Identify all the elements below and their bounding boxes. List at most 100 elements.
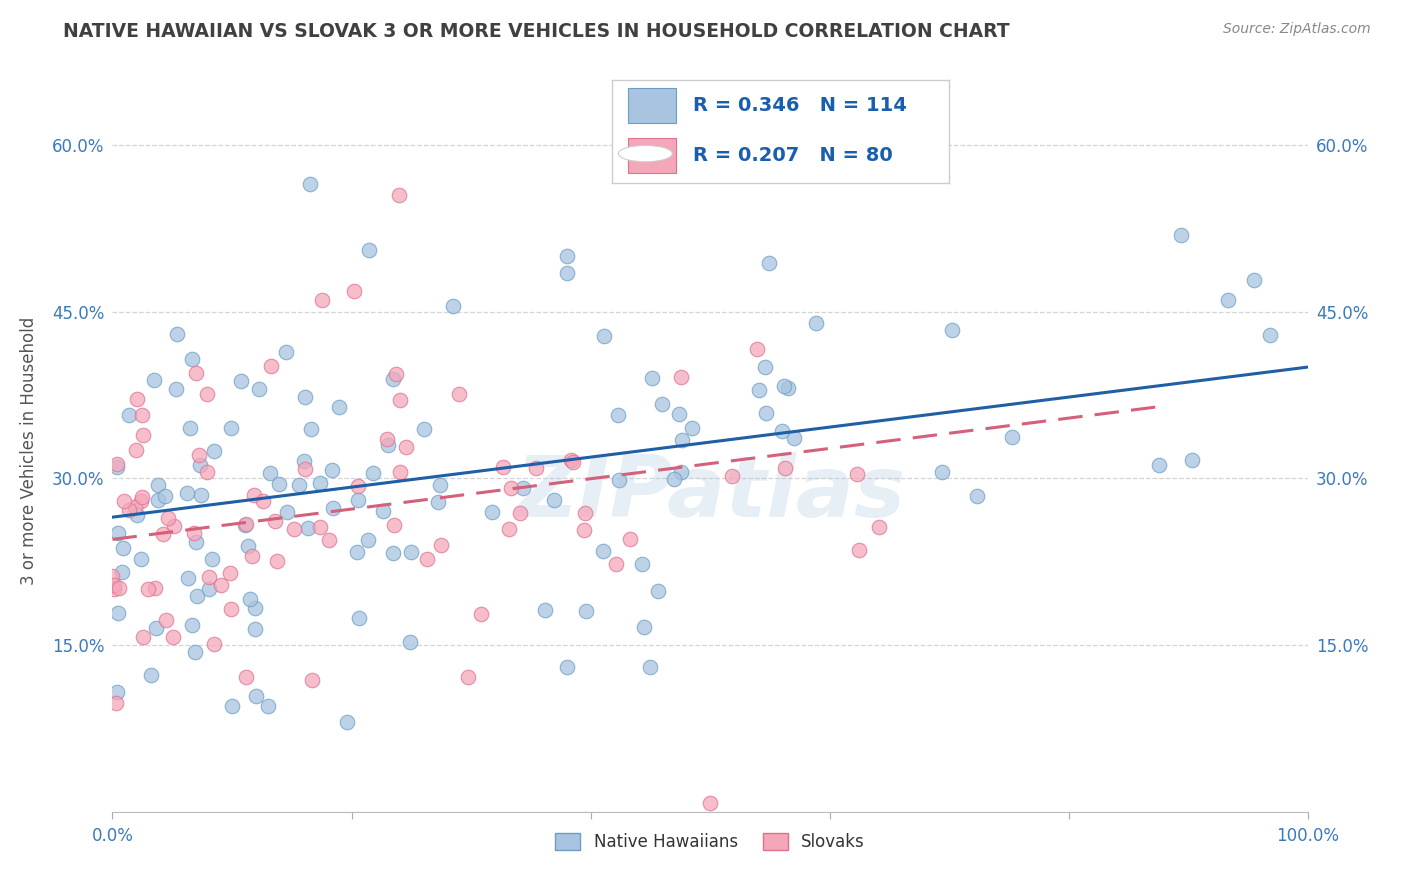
Point: [155, 614, 177, 628]
Point: [257, 699, 280, 714]
Point: [748, 383, 770, 397]
Point: [543, 493, 565, 508]
Point: [501, 481, 523, 495]
Point: [429, 539, 451, 553]
Point: [778, 381, 800, 395]
Point: [592, 543, 614, 558]
Point: [177, 571, 200, 585]
Point: [131, 428, 153, 442]
Point: [699, 796, 721, 810]
Point: [491, 459, 513, 474]
Circle shape: [619, 145, 672, 161]
Point: [179, 421, 201, 435]
Point: [125, 392, 148, 406]
Point: [509, 507, 531, 521]
Point: [218, 566, 240, 581]
Point: [773, 379, 796, 393]
Point: [1216, 293, 1239, 307]
Point: [560, 453, 582, 467]
Point: [308, 520, 330, 534]
Point: [274, 345, 297, 359]
Point: [198, 569, 221, 583]
Point: [118, 503, 141, 517]
Point: [132, 630, 155, 644]
Point: [806, 316, 828, 330]
Point: [186, 366, 208, 380]
Point: [145, 620, 167, 634]
Point: [111, 565, 134, 579]
Text: R = 0.207   N = 80: R = 0.207 N = 80: [693, 145, 893, 165]
Point: [336, 715, 359, 730]
Point: [498, 522, 520, 536]
Bar: [628, 88, 676, 123]
Point: [662, 472, 685, 486]
Point: [264, 514, 287, 528]
Point: [413, 422, 436, 436]
Point: [238, 539, 260, 553]
Point: [190, 488, 212, 502]
Point: [152, 527, 174, 541]
Point: [429, 478, 451, 492]
Point: [321, 500, 343, 515]
Point: [188, 448, 211, 462]
Point: [382, 518, 405, 533]
Point: [848, 542, 870, 557]
Point: [156, 511, 179, 525]
Point: [606, 408, 628, 422]
Point: [143, 373, 166, 387]
Point: [176, 486, 198, 500]
Point: [470, 607, 492, 621]
Point: [395, 440, 418, 454]
Point: [401, 544, 423, 558]
Point: [845, 467, 868, 482]
Point: [131, 490, 153, 504]
Point: [347, 492, 370, 507]
Point: [301, 673, 323, 687]
Text: ZIPatlas: ZIPatlas: [515, 452, 905, 535]
Point: [180, 618, 202, 632]
Text: Source: ZipAtlas.com: Source: ZipAtlas.com: [1223, 22, 1371, 37]
Point: [941, 323, 963, 337]
Point: [131, 493, 153, 508]
Point: [343, 285, 366, 299]
Point: [103, 577, 125, 591]
Point: [201, 552, 224, 566]
Point: [239, 592, 262, 607]
Point: [357, 533, 380, 547]
Point: [1181, 452, 1204, 467]
Text: R = 0.346   N = 114: R = 0.346 N = 114: [693, 96, 907, 115]
Point: [869, 519, 891, 533]
Point: [605, 557, 627, 571]
Point: [162, 519, 184, 533]
Point: [755, 406, 778, 420]
Point: [592, 329, 614, 343]
Point: [1147, 458, 1170, 472]
Point: [1000, 430, 1022, 444]
Point: [252, 494, 274, 508]
Point: [107, 606, 129, 620]
Point: [512, 481, 534, 495]
Point: [388, 466, 411, 480]
Point: [247, 383, 270, 397]
Point: [561, 455, 583, 469]
Point: [118, 409, 141, 423]
Point: [108, 581, 131, 595]
Point: [347, 479, 370, 493]
Point: [770, 424, 793, 438]
Point: [1243, 273, 1265, 287]
Point: [427, 495, 450, 509]
Point: [309, 475, 332, 490]
Point: [188, 458, 211, 472]
Point: [647, 583, 669, 598]
Point: [266, 554, 288, 568]
Point: [311, 293, 333, 308]
Point: [131, 409, 153, 423]
Point: [195, 465, 218, 479]
Point: [141, 668, 163, 682]
Point: [619, 532, 641, 546]
Point: [143, 581, 166, 595]
Point: [449, 386, 471, 401]
Point: [240, 549, 263, 564]
Point: [183, 526, 205, 541]
Point: [153, 489, 176, 503]
